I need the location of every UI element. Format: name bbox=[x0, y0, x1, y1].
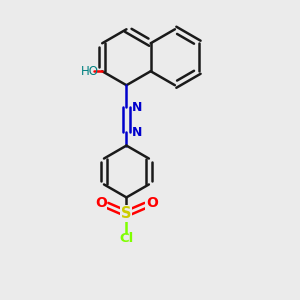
Text: Cl: Cl bbox=[119, 232, 134, 244]
Text: O: O bbox=[146, 196, 158, 210]
Text: N: N bbox=[132, 101, 142, 114]
Text: N: N bbox=[132, 126, 142, 139]
Text: S: S bbox=[121, 206, 132, 221]
Text: O: O bbox=[95, 196, 107, 210]
Text: HO: HO bbox=[81, 65, 99, 78]
